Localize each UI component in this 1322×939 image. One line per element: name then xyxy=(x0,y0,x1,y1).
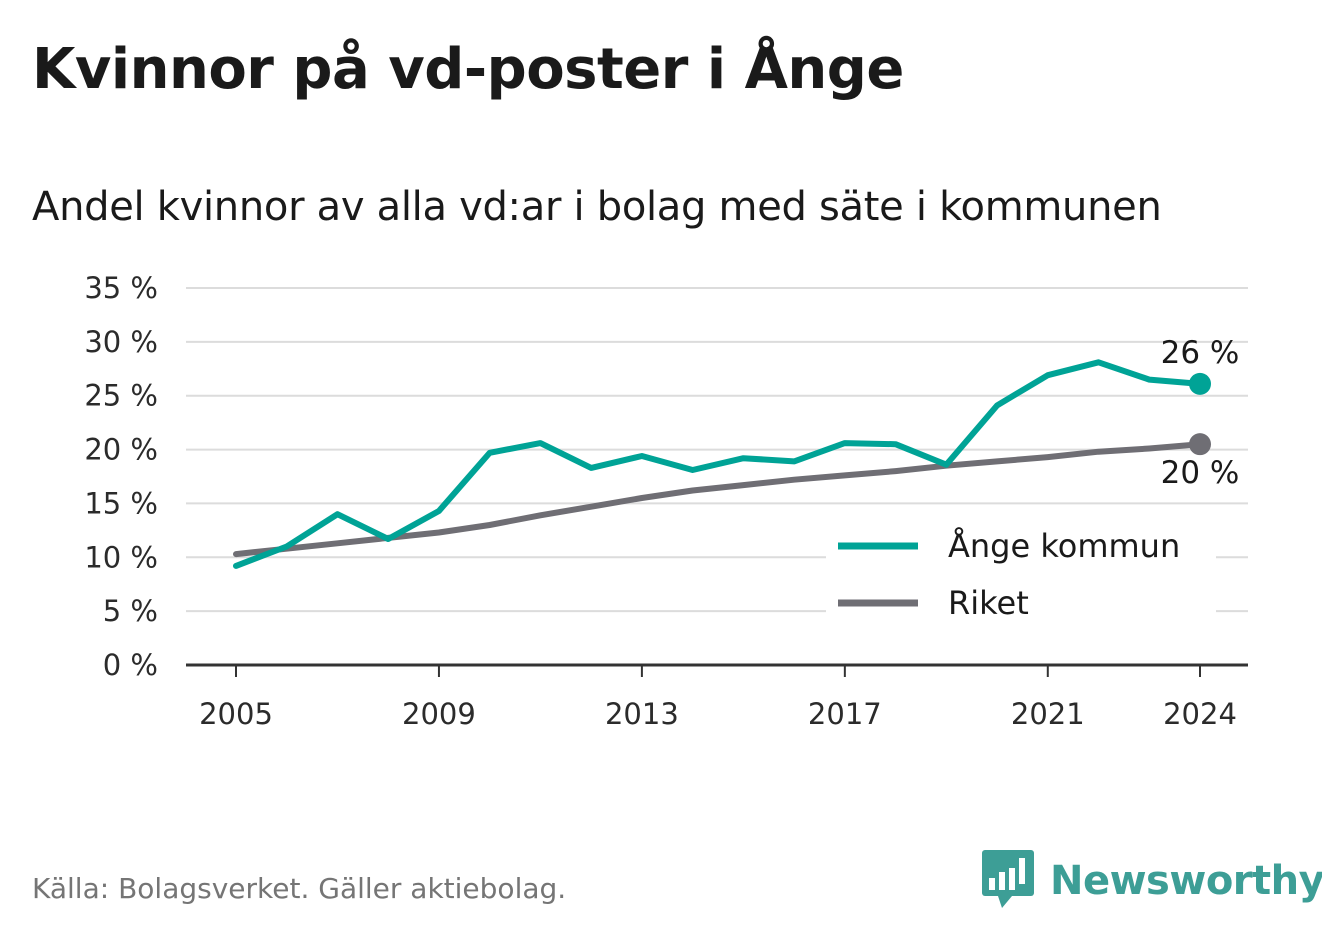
series-end-point-0 xyxy=(1189,372,1211,395)
y-tick-label: 25 % xyxy=(84,379,158,413)
y-axis: 0 % 5 % 10 % 15 % 20 % 25 % 30 % 35 % xyxy=(84,271,158,682)
x-tick-label: 2021 xyxy=(1011,697,1085,731)
chart-title: Kvinnor på vd-poster i Ånge xyxy=(32,37,904,102)
brand[interactable]: Newsworthy xyxy=(980,848,1322,914)
source-note: Källa: Bolagsverket. Gäller aktiebolag. xyxy=(32,872,567,905)
series-end-label-1: 20 % xyxy=(1161,455,1240,491)
newsworthy-logo-icon xyxy=(980,848,1042,914)
x-tick-label: 2009 xyxy=(402,697,476,731)
y-tick-label: 10 % xyxy=(84,540,158,574)
x-tick-label: 2005 xyxy=(199,697,273,731)
y-tick-label: 20 % xyxy=(84,433,158,467)
y-tick-label: 0 % xyxy=(103,648,158,682)
legend-label-0: Ånge kommun xyxy=(948,527,1180,565)
x-tick-label: 2013 xyxy=(605,697,679,731)
y-tick-label: 5 % xyxy=(103,594,158,628)
y-tick-label: 15 % xyxy=(84,486,158,520)
x-axis: 2005 2009 2013 2017 2021 2024 xyxy=(186,663,1248,731)
y-tick-label: 30 % xyxy=(84,325,158,359)
x-tick-label: 2024 xyxy=(1163,697,1237,731)
legend: Ånge kommun Riket xyxy=(826,515,1216,633)
y-tick-label: 35 % xyxy=(84,271,158,305)
x-tick-label: 2017 xyxy=(808,697,882,731)
legend-label-1: Riket xyxy=(948,584,1029,622)
chart-subtitle: Andel kvinnor av alla vd:ar i bolag med … xyxy=(32,184,1162,230)
series-lines: 20 % 26 % xyxy=(233,335,1240,569)
series-line-0 xyxy=(233,359,1203,569)
series-end-point-1 xyxy=(1189,433,1211,456)
series-end-label-0: 26 % xyxy=(1161,335,1240,371)
brand-name: Newsworthy xyxy=(1050,858,1322,904)
grid-lines xyxy=(186,287,1248,613)
legend-background xyxy=(826,515,1216,633)
